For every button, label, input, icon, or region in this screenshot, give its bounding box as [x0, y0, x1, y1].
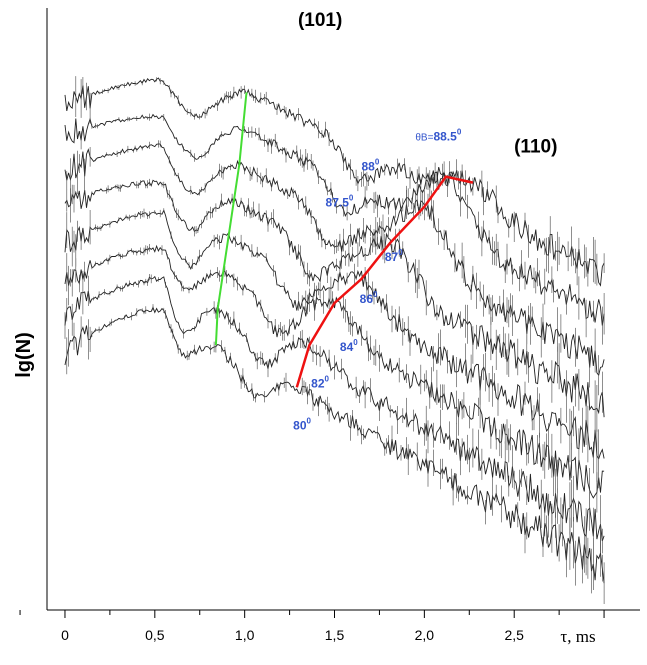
series-line-88: [64, 113, 605, 326]
angle-label-value: 88.5: [433, 129, 457, 143]
series-88: [64, 113, 605, 345]
angle-label-value: 87: [385, 250, 399, 264]
x-tick-label: 1,5: [325, 627, 345, 643]
series-errorbars-84: [66, 244, 598, 513]
degree-sign: 0: [353, 338, 358, 347]
degree-sign: 0: [307, 416, 312, 425]
series-line-88.5: [64, 77, 605, 287]
series-line-84: [64, 244, 605, 499]
y-axis-label: lg(N): [13, 332, 35, 378]
axes: 0 0,5 1,0 1,5 2,0 2,5: [19, 8, 640, 643]
degree-sign: 0: [457, 127, 462, 136]
peak-label-1: (110): [514, 136, 557, 157]
angle-label-80: 800: [293, 416, 311, 432]
degree-sign: 0: [325, 374, 330, 383]
angle-label-84: 840: [340, 338, 358, 354]
series-errorbars-88.5: [75, 76, 605, 287]
angle-label-value: 88: [361, 160, 375, 174]
degree-sign: 0: [398, 248, 403, 257]
angle-label-value: 84: [340, 340, 354, 354]
series-errorbars-87.5: [66, 140, 599, 396]
peak-101-trace: [214, 92, 248, 346]
angle-label-value: 86: [360, 292, 374, 306]
series-80: [64, 304, 605, 604]
peak-110-trace: [295, 175, 474, 388]
series-82: [64, 270, 605, 565]
series-errorbars-82: [64, 270, 603, 565]
guide-lines: [214, 92, 474, 388]
angle-label-87: 870: [385, 248, 403, 264]
series-87: [64, 178, 605, 439]
x-tick-label: 0,5: [145, 627, 165, 643]
angle-label-82: 820: [311, 374, 329, 390]
angle-label-prefix: θB=: [415, 132, 433, 143]
curves: [64, 76, 605, 604]
degree-sign: 0: [349, 194, 354, 203]
x-axis-label: τ, ms: [560, 627, 595, 646]
series-84: [64, 244, 605, 513]
angle-label-value: 82: [311, 376, 325, 390]
series-line-80: [64, 306, 605, 584]
x-tick-label: 1,0: [235, 627, 255, 643]
x-tick-label: 0: [61, 627, 69, 643]
series-errorbars-87: [66, 178, 603, 439]
degree-sign: 0: [375, 158, 380, 167]
angle-label-value: 80: [293, 418, 307, 432]
series-86: [64, 208, 605, 489]
degree-sign: 0: [373, 290, 378, 299]
series-88.5: [64, 76, 605, 287]
angle-label-88.5: θB=88.50: [415, 127, 461, 143]
angle-label-value: 87.5: [326, 196, 350, 210]
series-errorbars-88: [80, 113, 605, 345]
peak-label-0: (101): [298, 10, 342, 31]
series-line-87: [64, 179, 605, 418]
x-tick-label: 2,0: [415, 627, 435, 643]
series-errorbars-80: [66, 304, 605, 604]
angle-label-86: 860: [360, 290, 378, 306]
series-errorbars-86: [66, 208, 599, 489]
x-tick-label: 2,5: [504, 627, 524, 643]
angle-label-88: 880: [361, 158, 379, 174]
series-line-87.5: [64, 143, 605, 377]
angle-label-87.5: 87.50: [326, 194, 354, 210]
annotations: (101)(110)80082084086087087.50880θB=88.5…: [293, 10, 557, 432]
